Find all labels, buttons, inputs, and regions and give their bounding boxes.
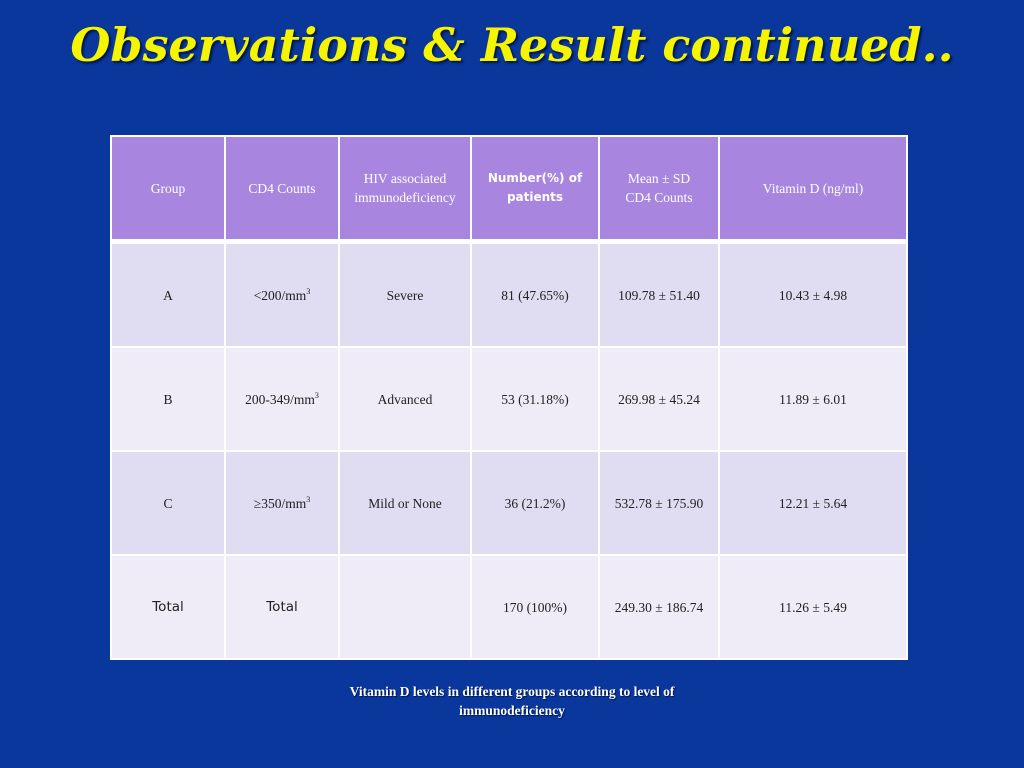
cell-cd4: Total — [224, 554, 340, 660]
cell-mean: 532.78 ± 175.90 — [598, 450, 720, 556]
cell-cd4: <200/mm3 — [224, 240, 340, 348]
header-mean-line1: Mean ± SD — [627, 171, 691, 186]
cell-group: B — [110, 346, 226, 452]
cell-vitd: 12.21 ± 5.64 — [718, 450, 908, 556]
cell-hiv: Mild or None — [338, 450, 472, 556]
header-mean-line2: CD4 Counts — [625, 190, 693, 205]
cell-number: 36 (21.2%) — [470, 450, 600, 556]
table-row: B 200-349/mm3 Advanced 53 (31.18%) 269.9… — [110, 346, 908, 452]
cell-number: 170 (100%) — [470, 554, 600, 660]
header-number-patients: Number(%) of patients — [470, 135, 600, 243]
header-mean-sd-cd4: Mean ± SD CD4 Counts — [598, 135, 720, 243]
cell-mean: 249.30 ± 186.74 — [598, 554, 720, 660]
cell-group: C — [110, 450, 226, 556]
table-row: C ≥350/mm3 Mild or None 36 (21.2%) 532.7… — [110, 450, 908, 556]
header-group: Group — [110, 135, 226, 243]
cell-hiv: Advanced — [338, 346, 472, 452]
cell-group: Total — [110, 554, 226, 660]
header-cd4-counts: CD4 Counts — [224, 135, 340, 243]
table-row: Total Total 170 (100%) 249.30 ± 186.74 1… — [110, 554, 908, 660]
cell-group: A — [110, 240, 226, 348]
cell-number: 81 (47.65%) — [470, 240, 600, 348]
cell-cd4: ≥350/mm3 — [224, 450, 340, 556]
header-vitamin-d: Vitamin D (ng/ml) — [718, 135, 908, 243]
caption-line1: Vitamin D levels in different groups acc… — [349, 684, 675, 699]
cell-mean: 269.98 ± 45.24 — [598, 346, 720, 452]
cell-cd4: 200-349/mm3 — [224, 346, 340, 452]
cell-mean: 109.78 ± 51.40 — [598, 240, 720, 348]
cell-number: 53 (31.18%) — [470, 346, 600, 452]
cell-cd4-superscript: 3 — [306, 286, 311, 296]
cell-vitd: 10.43 ± 4.98 — [718, 240, 908, 348]
caption-line2: immunodeficiency — [459, 703, 565, 718]
cell-cd4-superscript: 3 — [314, 390, 319, 400]
cell-cd4-value: <200/mm — [253, 287, 307, 303]
table-row: A <200/mm3 Severe 81 (47.65%) 109.78 ± 5… — [110, 240, 908, 348]
header-number-line2: patients — [506, 190, 564, 204]
cell-hiv — [338, 554, 472, 660]
header-hiv-line2: immunodeficiency — [354, 190, 456, 205]
table-caption: Vitamin D levels in different groups acc… — [312, 682, 712, 720]
table-header-row: Group CD4 Counts HIV associated immunode… — [110, 135, 908, 243]
slide-title: Observations & Result continued.. — [70, 18, 954, 72]
results-table: Group CD4 Counts HIV associated immunode… — [110, 135, 908, 660]
header-hiv-immunodeficiency: HIV associated immunodeficiency — [338, 135, 472, 243]
header-hiv-line1: HIV associated — [363, 171, 447, 186]
cell-hiv: Severe — [338, 240, 472, 348]
header-number-line1: Number(%) of — [487, 171, 583, 185]
cell-vitd: 11.26 ± 5.49 — [718, 554, 908, 660]
cell-cd4-value: ≥350/mm — [253, 495, 307, 511]
cell-vitd: 11.89 ± 6.01 — [718, 346, 908, 452]
cell-cd4-superscript: 3 — [306, 494, 311, 504]
cell-cd4-value: 200-349/mm — [245, 391, 315, 407]
